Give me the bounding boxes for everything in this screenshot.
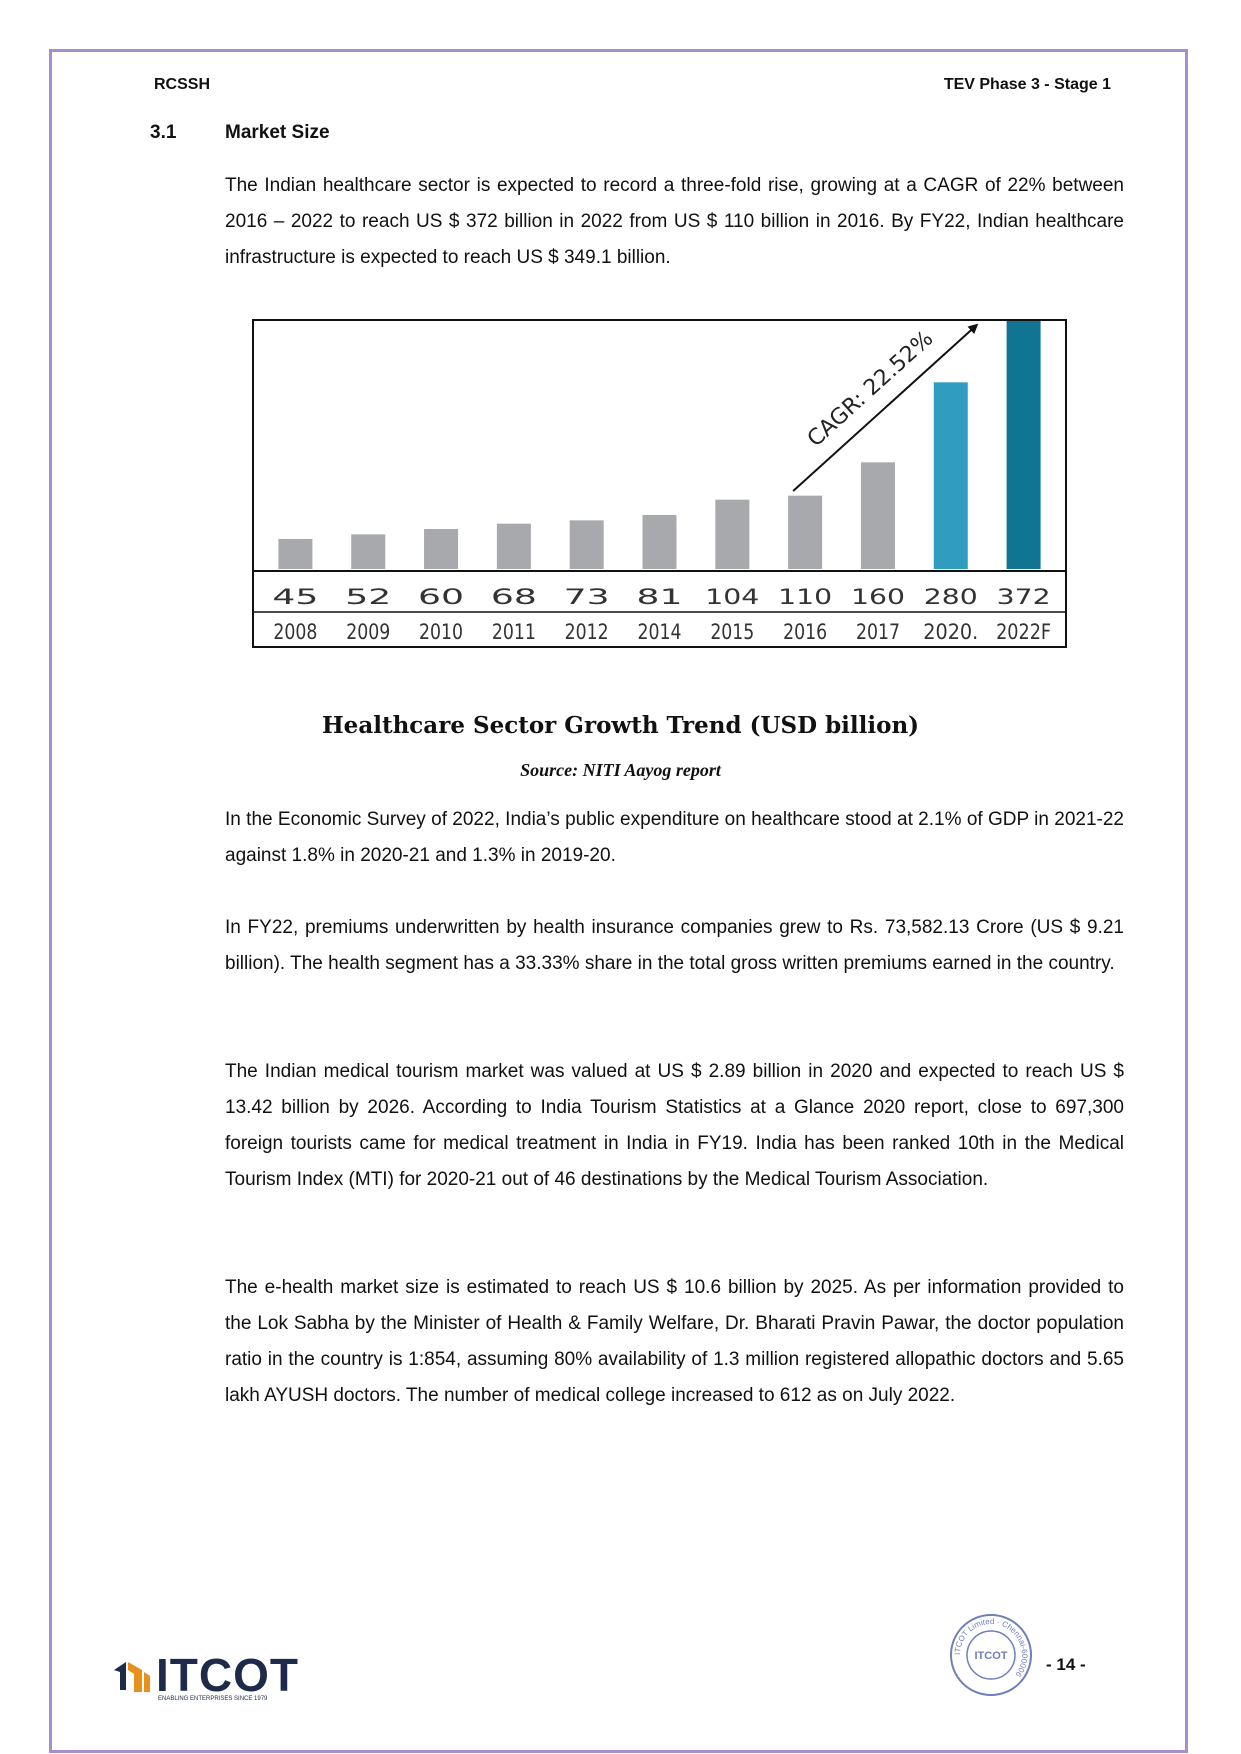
bar-2009: [351, 534, 386, 569]
chart-source: Source: NITI Aayog report: [520, 760, 721, 780]
svg-text:ITCOT: ITCOT: [975, 1650, 1008, 1662]
category-label: 2012: [565, 620, 609, 644]
category-label: 2011: [492, 620, 536, 644]
cagr-arrow: [792, 323, 979, 492]
logo-text: ITCOT: [156, 1649, 299, 1701]
value-label: 68: [491, 585, 537, 609]
value-label: 104: [705, 585, 759, 609]
header-right: TEV Phase 3 - Stage 1: [943, 76, 1111, 93]
paragraph-survey: In the Economic Survey of 2022, India’s …: [225, 809, 1124, 866]
bars-layer: [278, 321, 1041, 569]
growth-chart: CAGR: 22.52% 45 2008 52 2009 60 2010 68 2011 73 2…: [252, 319, 1067, 648]
bar-2020.: [933, 382, 968, 569]
bar-2015: [715, 499, 750, 569]
cagr-annotation: CAGR: 22.52%: [803, 326, 938, 452]
bar-2017: [860, 462, 895, 569]
chart-canvas: CAGR: 22.52% 45 2008 52 2009 60 2010 68 2011 73 2…: [254, 321, 1065, 644]
logo-tagline: ENABLING ENTERPRISES SINCE 1979: [158, 1696, 268, 1702]
labels-layer: 45 2008 52 2009 60 2010 68 2011 73 2012 81 2014 104 2…: [254, 570, 1065, 644]
page-number: - 14 -: [1046, 1655, 1086, 1674]
value-label: 73: [564, 585, 610, 609]
section-number: 3.1: [150, 122, 177, 143]
category-label: 2008: [273, 620, 317, 644]
bar-2010: [424, 529, 459, 569]
section-title: Market Size: [225, 122, 330, 143]
bar-2016: [788, 495, 823, 569]
category-label: 2020.: [923, 620, 978, 644]
paragraph-insurance: In FY22, premiums underwritten by health…: [225, 917, 1124, 974]
header-left: RCSSH: [154, 76, 211, 93]
company-seal-stamp: ITCOT Limited · Chennai-600006 ITCOT: [950, 1614, 1032, 1696]
page-border: [49, 49, 1188, 1753]
value-label: 60: [418, 585, 464, 609]
bar-2008: [278, 539, 313, 569]
value-label: 52: [345, 585, 391, 609]
category-label: 2016: [783, 620, 827, 644]
category-label: 2022F: [996, 620, 1051, 644]
value-label: 81: [637, 585, 683, 609]
bar-2022F: [1006, 321, 1041, 569]
category-label: 2015: [710, 620, 754, 644]
category-label: 2017: [856, 620, 900, 644]
logo-mark-icon: [114, 1662, 150, 1692]
paragraph-intro: The Indian healthcare sector is expected…: [225, 175, 1124, 268]
category-label: 2009: [346, 620, 390, 644]
value-label: 110: [778, 585, 832, 609]
value-label: 372: [997, 585, 1051, 609]
value-label: 280: [924, 585, 978, 609]
value-label: 160: [851, 585, 905, 609]
bar-2014: [642, 515, 677, 569]
bar-2011: [496, 523, 531, 569]
chart-title: Healthcare Sector Growth Trend (USD bill…: [321, 712, 920, 739]
category-label: 2010: [419, 620, 463, 644]
paragraph-ehealth: The e-health market size is estimated to…: [225, 1277, 1124, 1406]
bar-2012: [569, 520, 604, 569]
itcot-logo: ITCOT ENABLING ENTERPRISES SINCE 1979: [112, 1649, 302, 1704]
paragraph-tourism: The Indian medical tourism market was va…: [225, 1061, 1124, 1190]
value-label: 45: [272, 585, 318, 609]
category-label: 2014: [638, 620, 682, 644]
